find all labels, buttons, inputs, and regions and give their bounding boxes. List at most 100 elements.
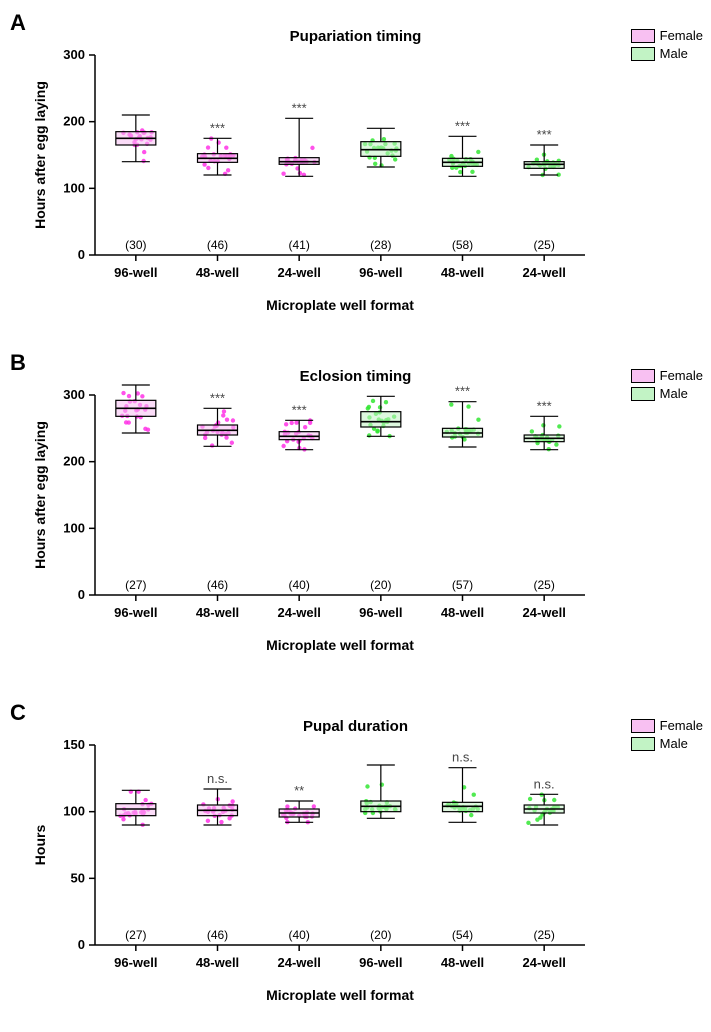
legend-female: Female	[631, 718, 703, 733]
significance-label: ***	[455, 118, 470, 133]
data-point	[458, 170, 462, 174]
x-tick-label: 96-well	[114, 265, 157, 280]
y-tick-label: 0	[78, 937, 85, 952]
significance-label: n.s.	[207, 771, 228, 786]
x-tick-label: 96-well	[114, 955, 157, 970]
data-point	[469, 813, 473, 817]
n-label: (57)	[452, 578, 473, 592]
x-axis-label: Microplate well format	[266, 297, 414, 313]
data-point	[289, 421, 293, 425]
x-tick-label: 48-well	[441, 265, 484, 280]
data-point	[141, 159, 145, 163]
data-point	[127, 394, 131, 398]
data-point	[373, 162, 377, 166]
data-point	[281, 171, 285, 175]
data-point	[530, 429, 534, 433]
legend-male: Male	[631, 46, 703, 61]
x-tick-label: 24-well	[522, 955, 565, 970]
n-label: (58)	[452, 238, 473, 252]
data-point	[365, 784, 369, 788]
data-point	[384, 400, 388, 404]
legend-label: Female	[660, 718, 703, 733]
significance-label: ***	[455, 384, 470, 399]
data-point	[393, 157, 397, 161]
data-point	[371, 399, 375, 403]
x-tick-label: 96-well	[114, 605, 157, 620]
n-label: (46)	[207, 238, 228, 252]
y-tick-label: 100	[63, 520, 85, 535]
x-tick-label: 24-well	[277, 605, 320, 620]
data-point	[230, 441, 234, 445]
y-tick-label: 100	[63, 804, 85, 819]
data-point	[121, 817, 125, 821]
data-point	[557, 424, 561, 428]
legend-label: Male	[660, 386, 688, 401]
significance-label: ***	[210, 120, 225, 135]
data-point	[225, 417, 229, 421]
box	[361, 412, 401, 427]
x-tick-label: 96-well	[359, 265, 402, 280]
chart-title: Eclosion timing	[0, 368, 711, 385]
data-point	[142, 150, 146, 154]
data-point	[367, 433, 371, 437]
chart-title: Pupal duration	[0, 718, 711, 735]
data-point	[143, 798, 147, 802]
x-tick-label: 48-well	[196, 265, 239, 280]
n-label: (54)	[452, 928, 473, 942]
x-tick-label: 24-well	[277, 955, 320, 970]
data-point	[470, 170, 474, 174]
data-point	[224, 435, 228, 439]
n-label: (25)	[533, 238, 554, 252]
panel-A: APupariation timing0100200300Hours after…	[0, 10, 711, 330]
legend: Female Male	[631, 28, 703, 64]
x-tick-label: 48-well	[441, 605, 484, 620]
x-tick-label: 96-well	[359, 605, 402, 620]
x-tick-label: 24-well	[522, 265, 565, 280]
data-point	[476, 418, 480, 422]
data-point	[219, 820, 223, 824]
y-tick-label: 0	[78, 247, 85, 262]
y-tick-label: 300	[63, 47, 85, 62]
y-tick-label: 200	[63, 454, 85, 469]
data-point	[294, 420, 298, 424]
n-label: (28)	[370, 238, 391, 252]
n-label: (25)	[533, 928, 554, 942]
data-point	[466, 404, 470, 408]
n-label: (46)	[207, 578, 228, 592]
data-point	[298, 171, 302, 175]
significance-label: ***	[537, 127, 552, 142]
data-point	[226, 168, 230, 172]
data-point	[472, 793, 476, 797]
data-point	[202, 162, 206, 166]
y-axis-label: Hours	[32, 825, 48, 866]
data-point	[127, 420, 131, 424]
chart-svg: 0100200300Hours after egg layingMicropla…	[0, 10, 711, 330]
chart-title: Pupariation timing	[0, 28, 711, 45]
data-point	[285, 804, 289, 808]
y-tick-label: 50	[71, 870, 85, 885]
data-point	[281, 444, 285, 448]
y-tick-label: 0	[78, 587, 85, 602]
significance-label: ***	[537, 398, 552, 413]
legend-swatch	[631, 387, 655, 401]
y-tick-label: 300	[63, 387, 85, 402]
x-tick-label: 24-well	[277, 265, 320, 280]
data-point	[310, 146, 314, 150]
legend-label: Male	[660, 736, 688, 751]
data-point	[222, 409, 226, 413]
chart-svg: 0100200300Hours after egg layingMicropla…	[0, 350, 711, 670]
legend-swatch	[631, 369, 655, 383]
legend-label: Female	[660, 28, 703, 43]
legend-male: Male	[631, 736, 703, 751]
significance-label: ***	[292, 402, 307, 417]
y-axis-label: Hours after egg laying	[32, 81, 48, 229]
legend-swatch	[631, 737, 655, 751]
panel-C: CPupal duration050100150HoursMicroplate …	[0, 700, 711, 1020]
legend-label: Male	[660, 46, 688, 61]
legend: Female Male	[631, 718, 703, 754]
n-label: (20)	[370, 928, 391, 942]
n-label: (27)	[125, 928, 146, 942]
data-point	[227, 816, 231, 820]
n-label: (40)	[288, 928, 309, 942]
legend-female: Female	[631, 368, 703, 383]
